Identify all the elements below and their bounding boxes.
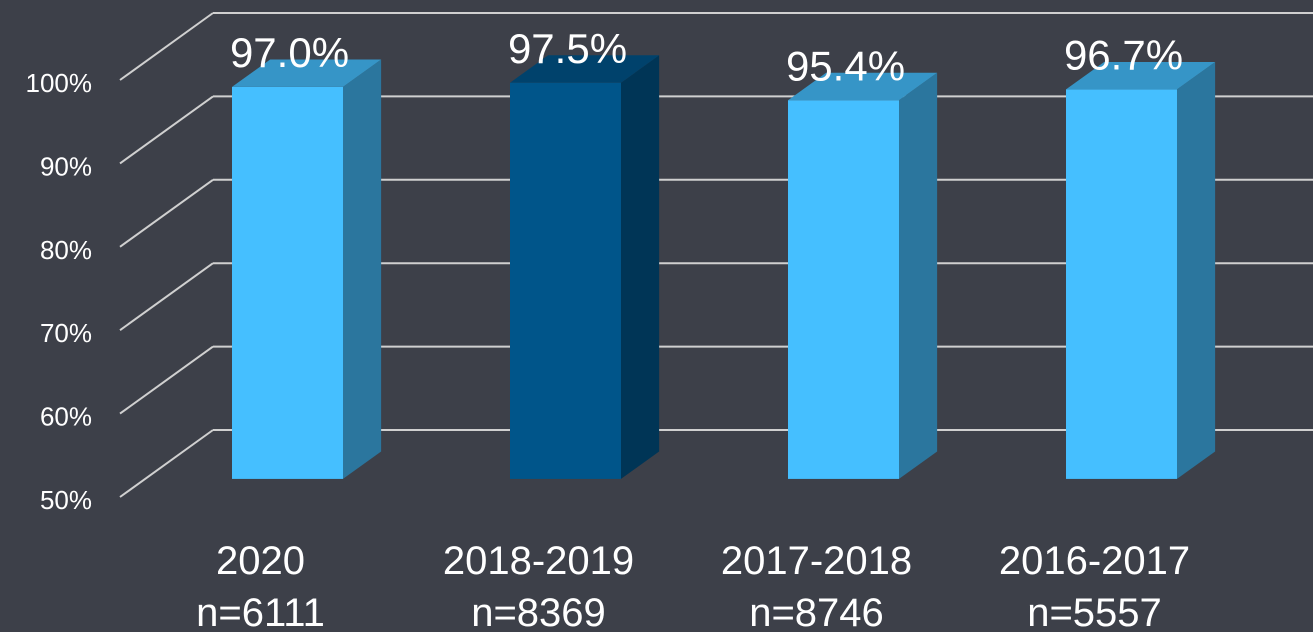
grid-line — [119, 178, 214, 248]
bar — [1066, 89, 1177, 479]
y-tick-label: 90% — [40, 151, 92, 181]
bar-side — [621, 55, 660, 479]
bar — [788, 100, 899, 479]
x-tick-label: 2020 — [216, 539, 305, 583]
data-label: 96.7% — [1064, 31, 1183, 78]
y-tick-label: 60% — [40, 402, 92, 432]
bar — [232, 86, 343, 479]
sample-size-label: n=5557 — [1027, 591, 1162, 632]
data-label: 97.5% — [508, 25, 627, 72]
grid-line — [119, 345, 214, 415]
y-tick-label: 70% — [40, 318, 92, 348]
sample-size-label: n=6111 — [196, 591, 325, 632]
x-tick-label: 2018-2019 — [443, 539, 634, 583]
grid-line — [119, 429, 214, 498]
sample-size-label: n=8746 — [749, 591, 884, 632]
x-tick-label: 2016-2017 — [999, 539, 1190, 583]
data-label: 97.0% — [230, 29, 349, 76]
grid-line — [119, 95, 214, 165]
grid-line — [119, 12, 214, 81]
bar-top — [1066, 61, 1216, 90]
data-label: 95.4% — [786, 42, 905, 89]
bar-side — [1177, 61, 1216, 479]
y-tick-label: 50% — [40, 485, 92, 515]
sample-size-label: n=8369 — [471, 591, 606, 632]
bar-top — [232, 59, 382, 87]
grid-line — [119, 262, 214, 332]
y-tick-label: 80% — [40, 235, 92, 265]
x-tick-label: 2017-2018 — [721, 539, 912, 583]
bar-top — [788, 72, 938, 101]
bar-side — [899, 72, 938, 479]
bar-side — [343, 59, 382, 479]
y-tick-label: 100% — [26, 68, 93, 98]
bar-top — [510, 55, 660, 83]
bar — [510, 82, 621, 479]
